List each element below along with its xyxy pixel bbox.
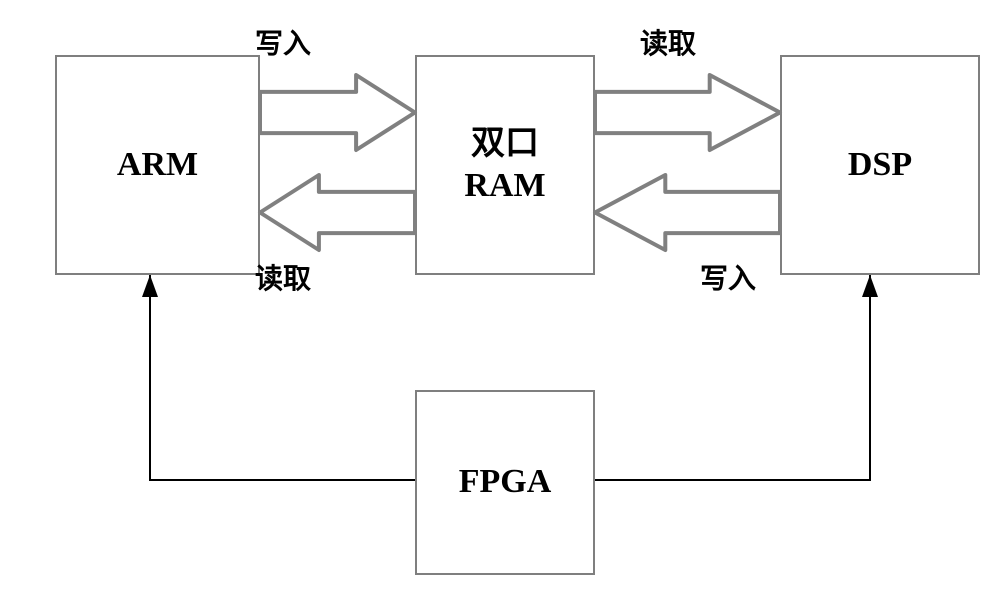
connector-fpga-to-dsp xyxy=(0,0,1000,600)
